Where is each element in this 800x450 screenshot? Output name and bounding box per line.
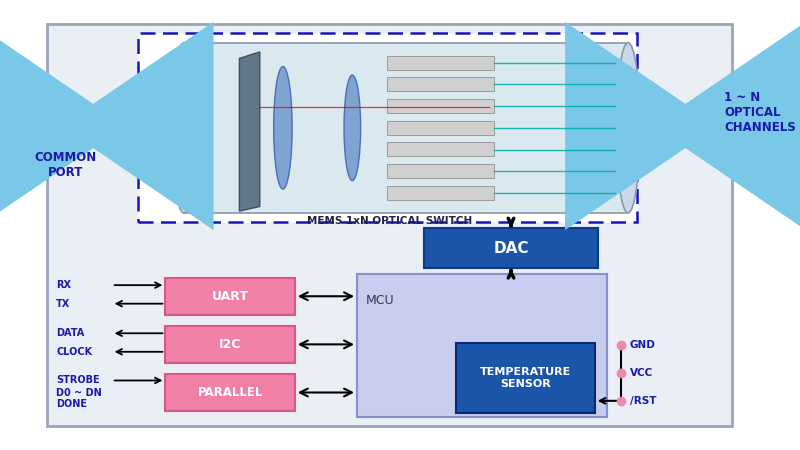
Bar — [387, 56, 494, 70]
Text: D0 ~ DN: D0 ~ DN — [56, 387, 102, 397]
Text: UART: UART — [212, 290, 249, 303]
Bar — [387, 142, 494, 157]
Bar — [387, 121, 494, 135]
Ellipse shape — [344, 75, 361, 180]
Text: DATA: DATA — [56, 328, 85, 338]
Text: DONE: DONE — [56, 399, 87, 409]
Text: MCU: MCU — [366, 294, 395, 307]
Bar — [138, 33, 638, 222]
Text: TEMPERATURE
SENSOR: TEMPERATURE SENSOR — [480, 367, 571, 388]
Bar — [387, 186, 494, 200]
Text: MEMS 1xN OPTICAL SWITCH: MEMS 1xN OPTICAL SWITCH — [306, 216, 472, 226]
Bar — [166, 374, 295, 411]
Bar — [166, 278, 295, 315]
Text: TX: TX — [56, 299, 70, 309]
Ellipse shape — [274, 67, 292, 189]
Bar — [387, 77, 494, 91]
Text: 1 ~ N
OPTICAL
CHANNELS: 1 ~ N OPTICAL CHANNELS — [724, 90, 796, 134]
Bar — [425, 228, 598, 269]
Ellipse shape — [172, 43, 196, 213]
Text: /RST: /RST — [630, 396, 657, 406]
Polygon shape — [239, 52, 260, 211]
Text: I2C: I2C — [219, 338, 242, 351]
Text: CLOCK: CLOCK — [56, 347, 92, 357]
Bar — [387, 164, 494, 178]
Text: DAC: DAC — [494, 241, 529, 256]
Text: VCC: VCC — [630, 368, 653, 378]
Text: PARALLEL: PARALLEL — [198, 386, 263, 399]
Text: GND: GND — [630, 340, 656, 350]
Bar — [184, 43, 628, 213]
Bar — [166, 326, 295, 363]
Ellipse shape — [616, 43, 640, 213]
Bar — [456, 342, 594, 413]
Bar — [357, 274, 607, 417]
Bar — [387, 99, 494, 113]
Text: RX: RX — [56, 280, 71, 290]
Text: COMMON
PORT: COMMON PORT — [34, 151, 97, 179]
Text: STROBE: STROBE — [56, 375, 100, 386]
